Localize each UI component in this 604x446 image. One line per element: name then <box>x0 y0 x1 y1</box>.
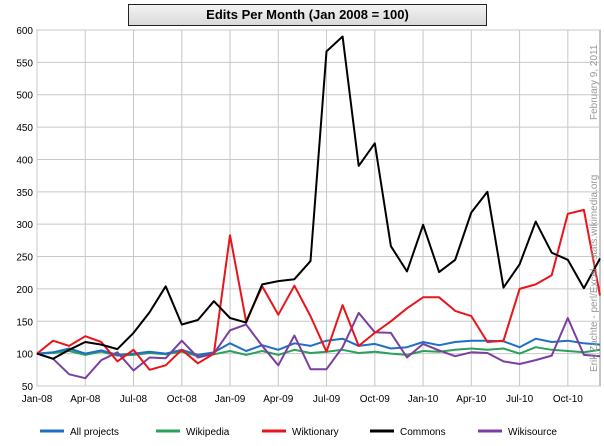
y-tick-label: 150 <box>16 317 33 328</box>
x-tick-label: Oct-09 <box>360 394 390 405</box>
x-tick-label: Jan-08 <box>22 394 53 405</box>
plot-area-frame <box>36 29 601 387</box>
x-tick-label: Apr-10 <box>456 394 486 405</box>
series-line-all-projects <box>36 337 601 356</box>
series-line-wiktionary <box>36 208 601 371</box>
x-tick-label: Jul-10 <box>506 394 534 405</box>
y-tick-label: 400 <box>16 155 33 166</box>
legend-label: Commons <box>400 427 446 438</box>
y-tick-label: 250 <box>16 253 33 264</box>
x-tick-label: Jul-08 <box>120 394 148 405</box>
y-axis-tick-labels: 50 100 150 200 250 300 350 400 450 500 550 600 <box>16 26 33 393</box>
series-line-wikipedia <box>36 346 601 358</box>
series-line-commons <box>36 35 601 360</box>
date-text: February 9, 2011 <box>589 44 600 120</box>
legend-label: All projects <box>70 427 119 438</box>
x-tick-label: Jul-09 <box>313 394 341 405</box>
x-tick-label: Apr-09 <box>263 394 293 405</box>
x-tick-label: Jan-09 <box>215 394 246 405</box>
side-credit: Erik Zachte - perl/Excel - stats.wikimed… <box>589 44 600 372</box>
y-tick-label: 300 <box>16 220 33 231</box>
x-axis-tick-labels: Jan-08 Apr-08 Jul-08 Oct-08 Jan-09 Apr-09 Jul-… <box>22 394 584 405</box>
credit-text: Erik Zachte - perl/Excel - stats.wikimed… <box>589 175 600 372</box>
chart-title: Edits Per Month (Jan 2008 = 100) <box>128 4 487 26</box>
y-tick-label: 550 <box>16 58 33 69</box>
legend-label: Wikisource <box>508 427 557 438</box>
legend-label: Wikipedia <box>186 427 230 438</box>
series-lines <box>36 35 601 380</box>
y-tick-label: 50 <box>22 382 34 393</box>
y-tick-label: 350 <box>16 188 33 199</box>
series-line-wikisource <box>36 311 601 380</box>
x-tick-label: Jan-10 <box>408 394 439 405</box>
x-tick-label: Apr-08 <box>70 394 100 405</box>
legend-label: Wiktionary <box>292 427 339 438</box>
legend: All projects Wikipedia Wiktionary Commons Wi… <box>40 427 557 438</box>
x-tick-label: Oct-10 <box>553 394 583 405</box>
y-tick-label: 100 <box>16 350 33 361</box>
y-tick-label: 600 <box>16 26 33 37</box>
y-tick-label: 200 <box>16 285 33 296</box>
y-tick-label: 450 <box>16 123 33 134</box>
x-tick-label: Oct-08 <box>167 394 197 405</box>
y-tick-label: 500 <box>16 91 33 102</box>
